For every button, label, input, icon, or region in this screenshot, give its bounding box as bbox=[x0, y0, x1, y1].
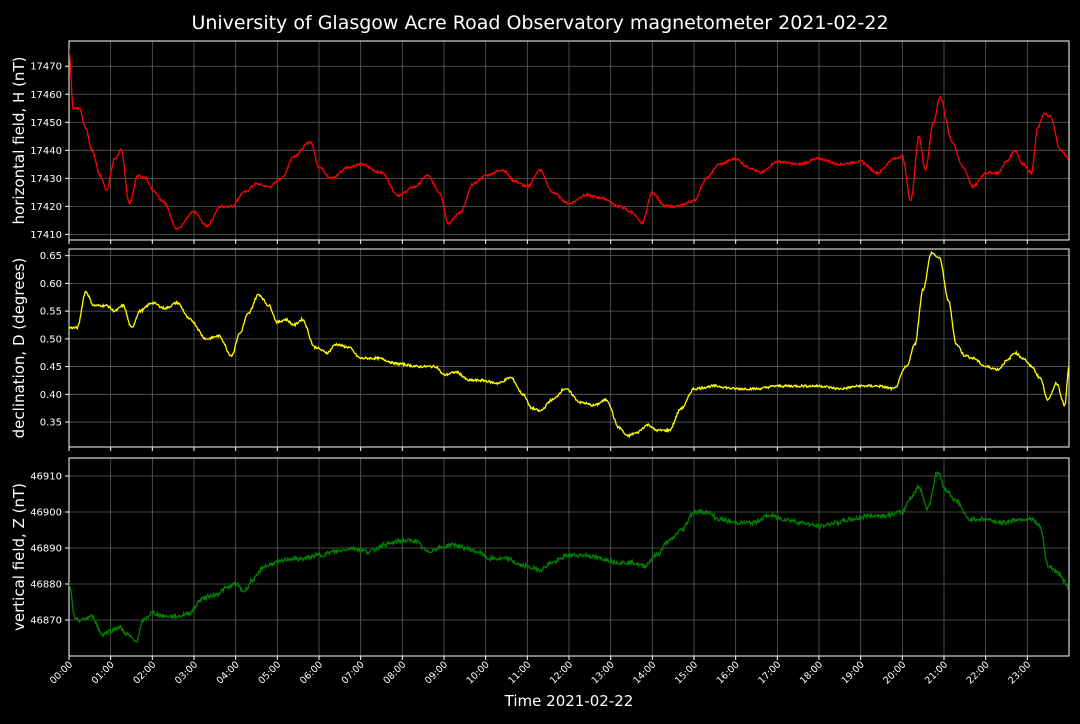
y-tick-label: 0.45 bbox=[40, 362, 62, 373]
x-tick-label: 11:00 bbox=[506, 659, 533, 686]
x-tick-label: 14:00 bbox=[631, 659, 658, 686]
x-tick-label: 17:00 bbox=[756, 659, 783, 686]
y-tick-label: 46890 bbox=[30, 544, 62, 555]
y-axis-label: vertical field, Z (nT) bbox=[10, 483, 28, 631]
y-tick-label: 17460 bbox=[30, 90, 62, 101]
y-tick-label: 46870 bbox=[30, 616, 62, 627]
y-tick-label: 46900 bbox=[30, 508, 62, 519]
chart-title: University of Glasgow Acre Road Observat… bbox=[191, 12, 888, 34]
y-tick-label: 17410 bbox=[30, 230, 62, 241]
x-tick-label: 01:00 bbox=[90, 659, 117, 686]
y-axis-label: horizontal field, H (nT) bbox=[10, 57, 28, 225]
x-tick-label: 06:00 bbox=[298, 659, 325, 686]
y-tick-label: 46910 bbox=[30, 472, 62, 483]
x-tick-label: 07:00 bbox=[340, 659, 367, 686]
x-tick-label: 12:00 bbox=[548, 659, 575, 686]
x-tick-label: 02:00 bbox=[131, 659, 158, 686]
y-tick-label: 17440 bbox=[30, 146, 62, 157]
x-tick-label: 16:00 bbox=[715, 659, 742, 686]
y-tick-label: 0.50 bbox=[40, 334, 62, 345]
series-line-3 bbox=[69, 470, 1069, 643]
series-line-2 bbox=[69, 250, 1069, 439]
y-tick-label: 46880 bbox=[30, 580, 62, 591]
x-tick-label: 09:00 bbox=[423, 659, 450, 686]
x-tick-label: 23:00 bbox=[1006, 659, 1033, 686]
y-tick-label: 17470 bbox=[30, 62, 62, 73]
y-axis-label: declination, D (degrees) bbox=[10, 258, 28, 439]
y-tick-label: 0.65 bbox=[40, 251, 62, 262]
axes-frame bbox=[68, 248, 1070, 448]
x-tick-label: 22:00 bbox=[965, 659, 992, 686]
axes-frame bbox=[68, 40, 1070, 241]
axes-frame bbox=[68, 457, 1070, 657]
x-tick-label: 13:00 bbox=[590, 659, 617, 686]
x-tick-label: 21:00 bbox=[923, 659, 950, 686]
x-tick-label: 05:00 bbox=[256, 659, 283, 686]
panels-group: 17410 17420 17430 17440 17450 17460 17470horiz… bbox=[10, 40, 1070, 686]
y-tick-label: 0.35 bbox=[40, 418, 62, 429]
y-tick-label: 0.40 bbox=[40, 390, 62, 401]
panel-1: 17410 17420 17430 17440 17450 17460 17470horiz… bbox=[10, 40, 1070, 244]
series-line-1 bbox=[69, 49, 1069, 231]
y-tick-label: 17420 bbox=[30, 202, 62, 213]
x-tick-label: 18:00 bbox=[798, 659, 825, 686]
x-tick-label: 08:00 bbox=[381, 659, 408, 686]
panel-2: 0.35 0.40 0.45 0.50 0.55 0.60 0.65 declination,… bbox=[10, 248, 1070, 451]
x-tick-label: 20:00 bbox=[881, 659, 908, 686]
y-tick-label: 17430 bbox=[30, 174, 62, 185]
y-tick-label: 0.55 bbox=[40, 307, 62, 318]
x-tick-label: 00:00 bbox=[48, 659, 75, 686]
x-tick-label: 04:00 bbox=[215, 659, 242, 686]
x-tick-label: 03:00 bbox=[173, 659, 200, 686]
x-tick-label: 10:00 bbox=[465, 659, 492, 686]
y-tick-label: 0.60 bbox=[40, 279, 62, 290]
x-tick-label: 19:00 bbox=[840, 659, 867, 686]
x-axis-label: Time 2021-02-22 bbox=[504, 692, 634, 710]
x-tick-label: 15:00 bbox=[673, 659, 700, 686]
y-tick-label: 17450 bbox=[30, 118, 62, 129]
